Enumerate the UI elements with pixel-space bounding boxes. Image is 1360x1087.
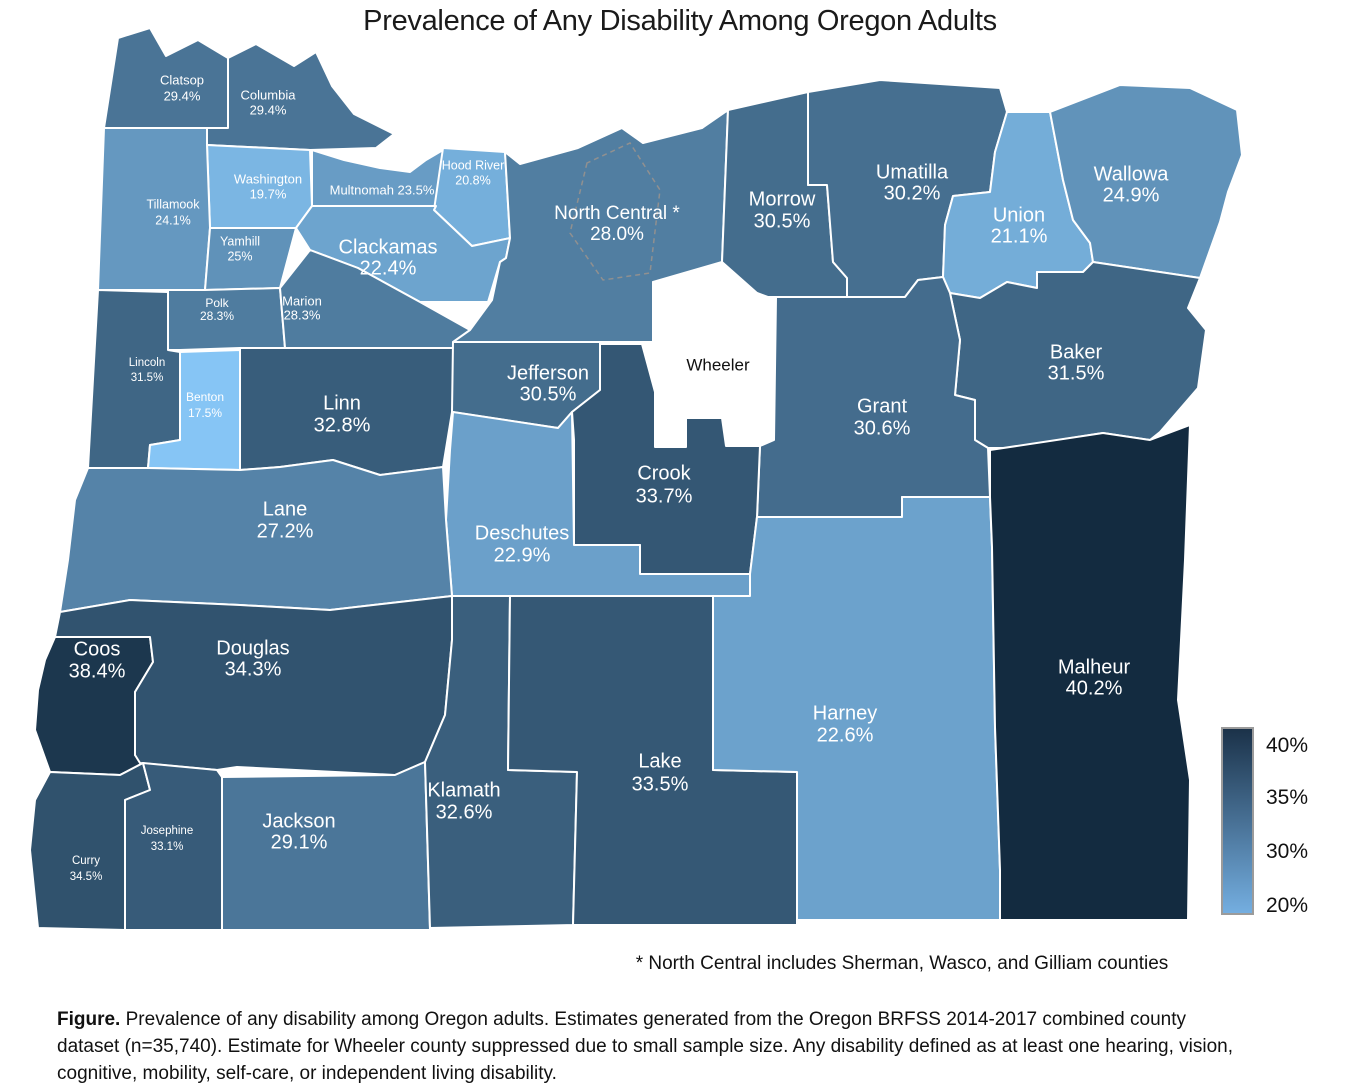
county-label-lincoln: Lincoln xyxy=(129,357,165,369)
county-label-josephine: Josephine xyxy=(141,825,193,837)
county-shape-wallowa xyxy=(1049,84,1243,279)
legend-gradient-bar xyxy=(1221,727,1254,915)
county-label-marion: Marion xyxy=(282,293,322,308)
county-label-coos: Coos xyxy=(74,638,121,660)
county-label-benton: 17.5% xyxy=(188,406,222,420)
county-label-grant: 30.6% xyxy=(854,417,911,439)
legend-tick-40: 40% xyxy=(1266,734,1309,757)
county-label-clackamas: Clackamas xyxy=(339,236,438,258)
county-label-klamath: 32.6% xyxy=(436,801,493,823)
county-label-north-central: North Central * xyxy=(554,203,680,224)
map-footnote: * North Central includes Sherman, Wasco,… xyxy=(635,953,1169,974)
county-label-polk: Polk xyxy=(205,296,229,310)
county-label-douglas: 34.3% xyxy=(225,658,282,680)
county-label-north-central: 28.0% xyxy=(590,224,644,245)
county-shape-deschutes xyxy=(445,411,751,597)
county-label-umatilla: 30.2% xyxy=(884,182,941,204)
county-label-josephine: 33.1% xyxy=(151,841,184,853)
county-label-lincoln: 31.5% xyxy=(131,372,164,384)
county-label-harney: Harney xyxy=(813,702,877,724)
county-shape-josephine xyxy=(124,762,223,931)
county-label-grant: Grant xyxy=(857,395,907,417)
county-label-union: 21.1% xyxy=(991,225,1048,247)
county-label-benton: Benton xyxy=(186,390,224,404)
county-label-washington: 19.7% xyxy=(250,186,287,201)
county-label-tillamook: 24.1% xyxy=(155,213,190,227)
legend-tick-20: 20% xyxy=(1266,894,1309,917)
county-label-lane: Lane xyxy=(263,498,308,520)
county-label-wheeler: Wheeler xyxy=(686,355,750,374)
county-label-lake: 33.5% xyxy=(632,773,689,795)
county-label-klamath: Klamath xyxy=(427,779,500,801)
county-label-polk: 28.3% xyxy=(200,309,234,323)
county-label-yamhill: 25% xyxy=(227,249,252,263)
county-label-clatsop: 29.4% xyxy=(164,88,201,103)
county-label-curry: 34.5% xyxy=(70,871,103,883)
county-label-jefferson: 30.5% xyxy=(520,383,577,405)
county-label-baker: Baker xyxy=(1050,341,1103,363)
page-title: Prevalence of Any Disability Among Orego… xyxy=(363,5,997,37)
county-label-crook: 33.7% xyxy=(636,485,693,507)
county-label-morrow: Morrow xyxy=(749,188,816,210)
county-label-baker: 31.5% xyxy=(1048,362,1105,384)
county-label-marion: 28.3% xyxy=(284,307,321,322)
figure-caption: Figure. Prevalence of any disability amo… xyxy=(57,1006,1233,1087)
county-label-clackamas: 22.4% xyxy=(360,257,417,279)
legend-tick-30: 30% xyxy=(1266,840,1309,863)
figure-caption-text: Prevalence of any disability among Orego… xyxy=(57,1009,1234,1084)
county-label-hood-river: Hood River xyxy=(442,158,505,172)
county-label-jefferson: Jefferson xyxy=(507,362,589,384)
county-label-linn: Linn xyxy=(323,392,361,414)
county-label-malheur: Malheur xyxy=(1058,656,1131,678)
county-label-multnomah: Multnomah 23.5% xyxy=(330,182,435,197)
county-label-harney: 22.6% xyxy=(817,724,874,746)
county-label-coos: 38.4% xyxy=(69,660,126,682)
county-label-wallowa: 24.9% xyxy=(1103,184,1160,206)
county-label-columbia: 29.4% xyxy=(250,102,287,117)
county-shape-columbia xyxy=(206,43,395,151)
county-label-curry: Curry xyxy=(72,855,100,867)
county-label-morrow: 30.5% xyxy=(754,210,811,232)
county-label-deschutes: Deschutes xyxy=(475,522,570,544)
county-shapes-layer xyxy=(29,27,1243,931)
county-label-clatsop: Clatsop xyxy=(160,72,204,87)
county-shape-lane xyxy=(59,459,453,613)
county-label-jackson: 29.1% xyxy=(271,831,328,853)
sherman-wasco-gilliam-dashed-boundary xyxy=(569,142,661,281)
county-label-tillamook: Tillamook xyxy=(146,197,200,211)
county-label-yamhill: Yamhill xyxy=(220,234,260,248)
county-label-lane: 27.2% xyxy=(257,520,314,542)
county-label-union: Union xyxy=(993,204,1045,226)
county-label-deschutes: 22.9% xyxy=(494,544,551,566)
county-label-washington: Washington xyxy=(234,171,302,186)
legend-tick-35: 35% xyxy=(1266,786,1309,809)
county-label-columbia: Columbia xyxy=(241,87,297,102)
county-shape-douglas xyxy=(54,595,453,776)
county-label-jackson: Jackson xyxy=(262,810,335,832)
county-label-douglas: Douglas xyxy=(216,637,289,659)
county-label-umatilla: Umatilla xyxy=(876,161,949,183)
county-label-crook: Crook xyxy=(637,462,691,484)
county-label-wallowa: Wallowa xyxy=(1094,163,1170,185)
county-label-linn: 32.8% xyxy=(314,414,371,436)
county-label-hood-river: 20.8% xyxy=(455,173,490,187)
county-shape-multnomah xyxy=(311,149,444,207)
county-shape-crook xyxy=(571,343,761,575)
figure-caption-label: Figure. xyxy=(57,1009,121,1030)
county-shape-malheur xyxy=(989,424,1191,921)
county-label-malheur: 40.2% xyxy=(1066,677,1123,699)
county-label-lake: Lake xyxy=(638,750,681,772)
